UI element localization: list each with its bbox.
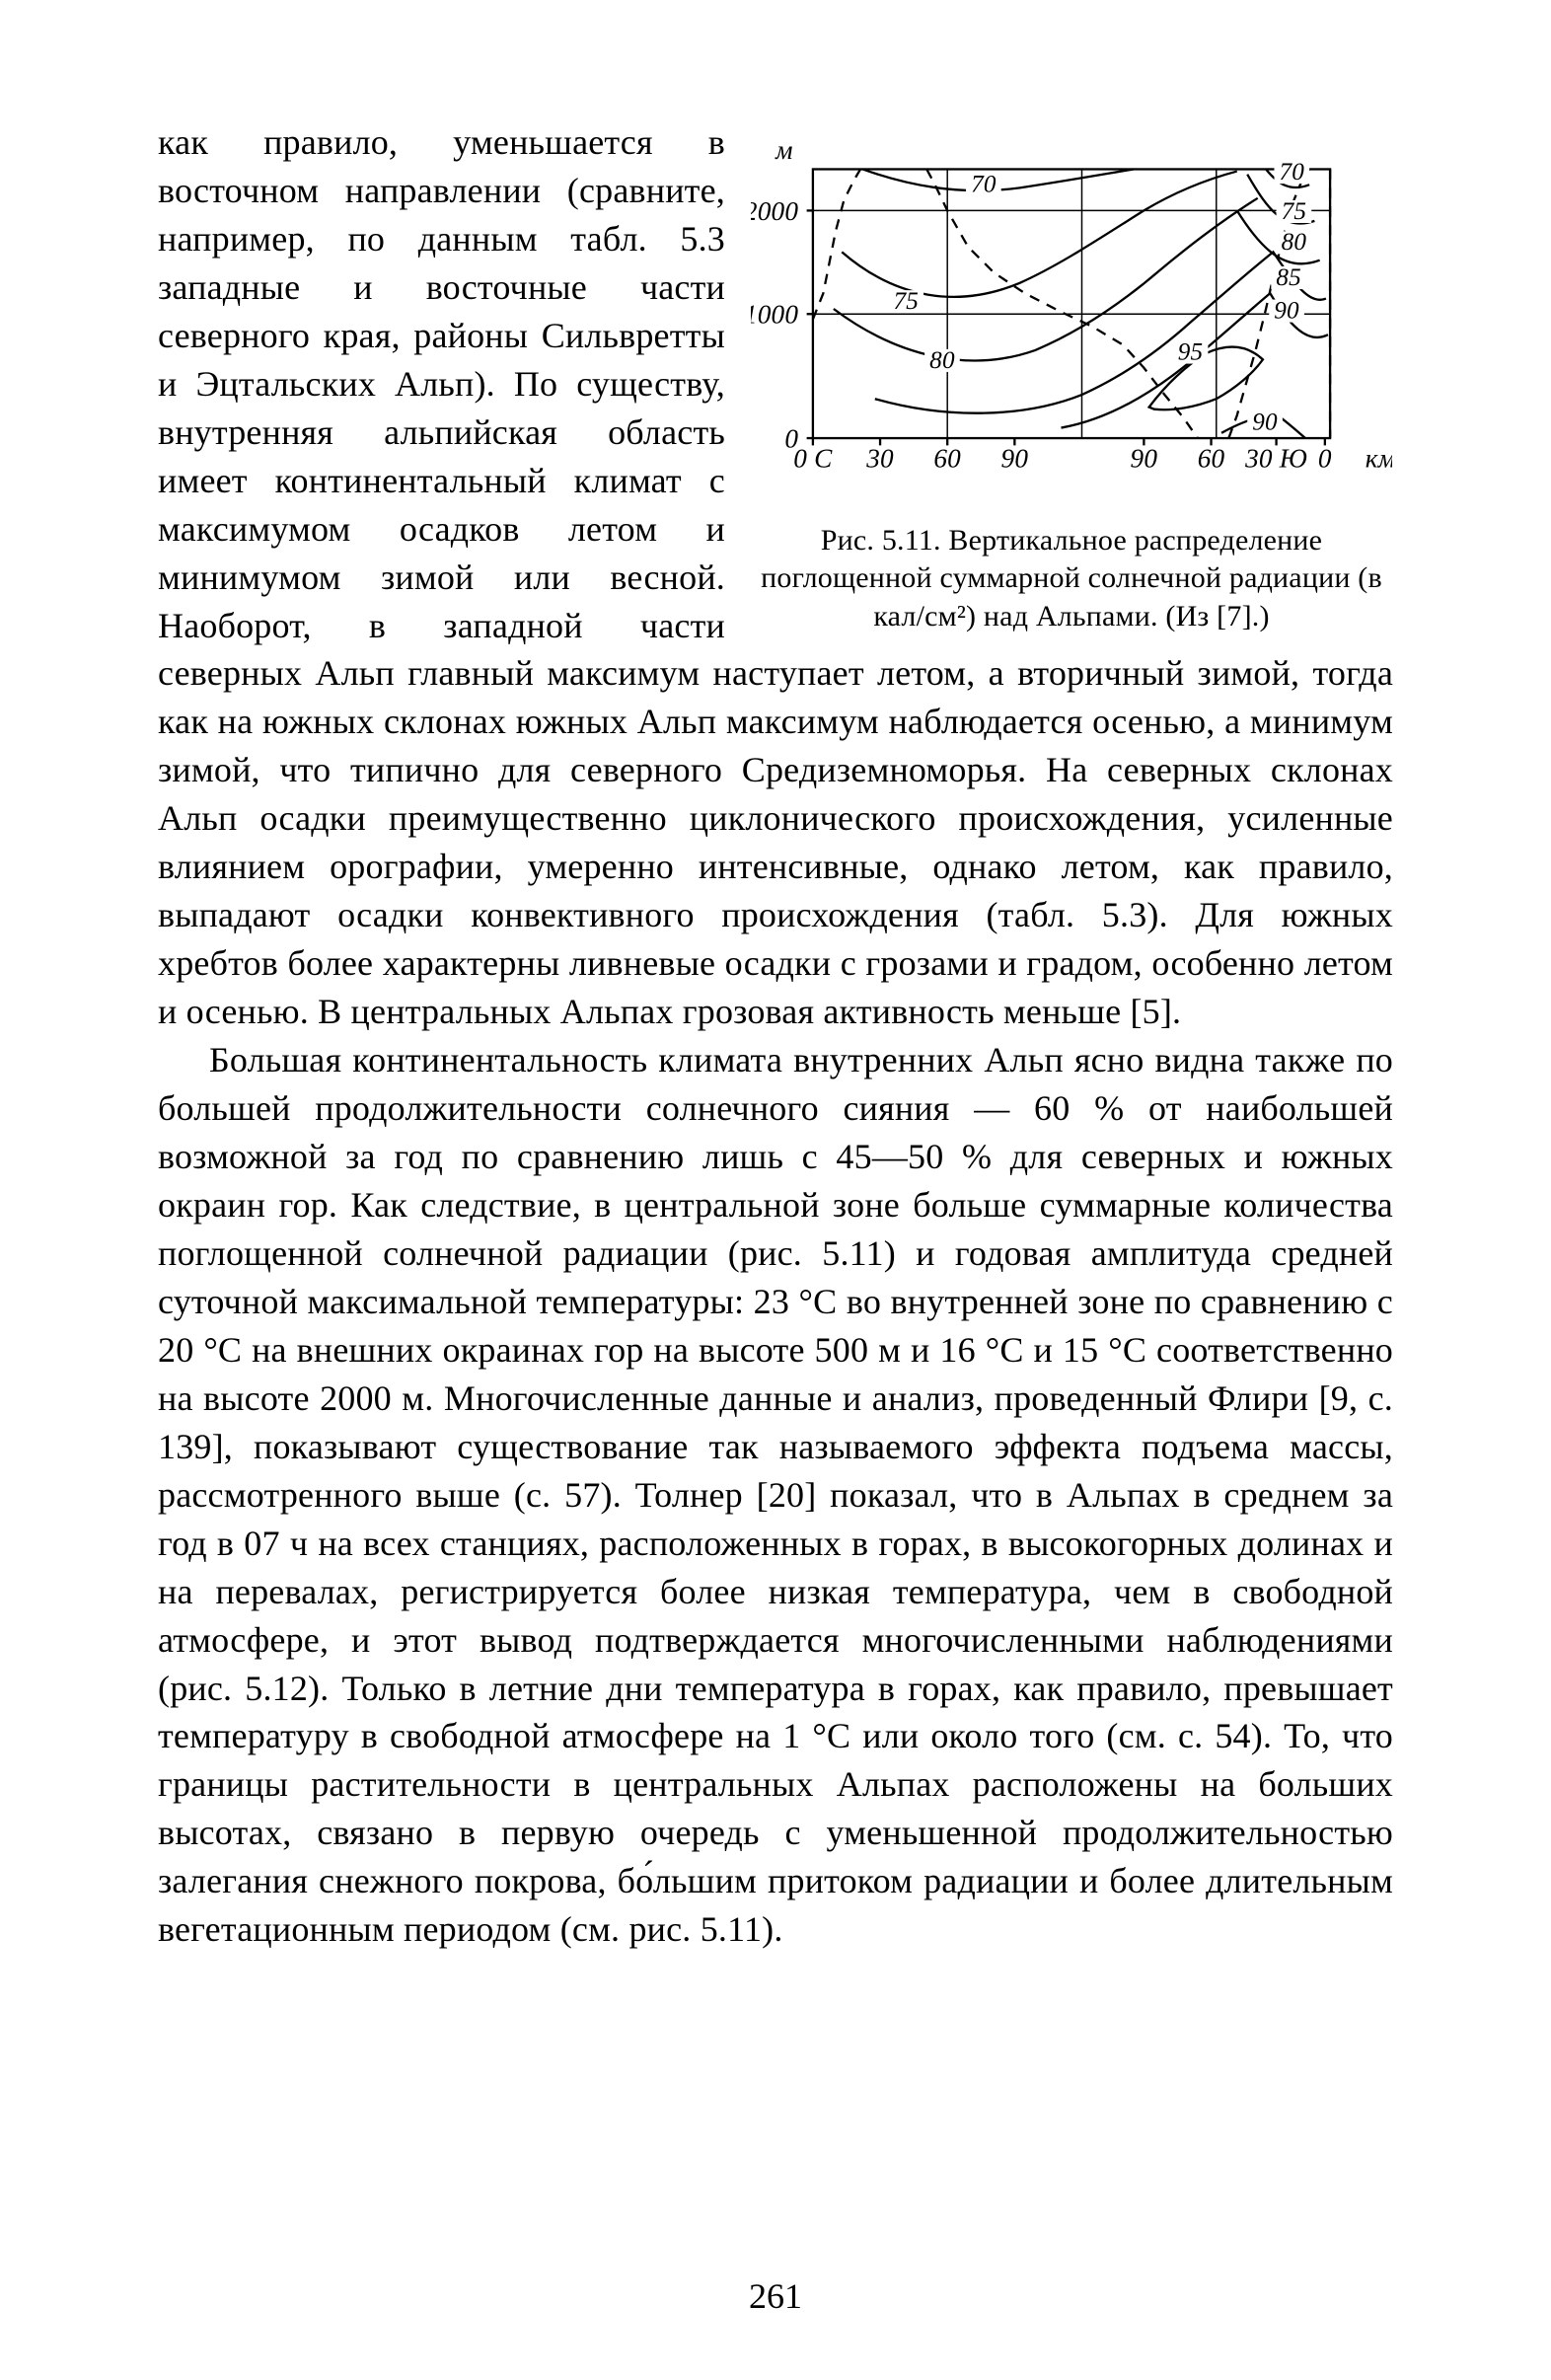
- p2-run: Большая континентальность климата внутре…: [158, 1040, 1393, 1949]
- isoline-label: 95: [1178, 338, 1204, 365]
- x-tick-label: 30: [865, 443, 894, 473]
- x-tick-label: 90: [1001, 443, 1029, 473]
- x-axis-unit: км: [1366, 443, 1392, 473]
- isoline-label: 90: [1274, 297, 1299, 324]
- y-tick-label: 2000: [751, 196, 798, 226]
- figure-caption: Рис. 5.11. Вертикальное распределение по…: [751, 522, 1392, 635]
- page-number: 261: [0, 2275, 1551, 2317]
- x-tick-label: 60: [1198, 443, 1225, 473]
- isoline-label: 70: [971, 172, 997, 198]
- figure-chart: м0100020000 С306090906030 Ю0км7070757580…: [751, 126, 1392, 491]
- page: м0100020000 С306090906030 Ю0км7070757580…: [0, 0, 1551, 2380]
- isoline: [842, 172, 1236, 297]
- x-tick-label: 30 Ю: [1244, 443, 1307, 473]
- isoline-label: 80: [929, 347, 955, 374]
- terrain-dashed: [813, 169, 860, 319]
- x-tick-label: 0 С: [793, 443, 833, 473]
- figure-spacer: [1392, 118, 1393, 562]
- isoline-label: 80: [1282, 229, 1307, 256]
- body-text: м0100020000 С306090906030 Ю0км7070757580…: [158, 118, 1393, 1954]
- isoline-label: 75: [1282, 198, 1307, 225]
- figure-5-11: м0100020000 С306090906030 Ю0км7070757580…: [751, 126, 1392, 635]
- isoline: [834, 198, 1258, 361]
- y-axis-label: м: [775, 135, 793, 165]
- x-tick-label: 0: [1318, 443, 1332, 473]
- x-tick-label: 90: [1131, 443, 1158, 473]
- isoline-label: 75: [893, 288, 919, 315]
- isoline-label: 85: [1276, 264, 1301, 291]
- y-tick-label: 1000: [751, 300, 798, 330]
- isoline-label: 70: [1280, 159, 1305, 186]
- paragraph-2: Большая континентальность климата внутре…: [158, 1036, 1393, 1954]
- isoline-label: 90: [1252, 409, 1278, 436]
- x-tick-label: 60: [933, 443, 961, 473]
